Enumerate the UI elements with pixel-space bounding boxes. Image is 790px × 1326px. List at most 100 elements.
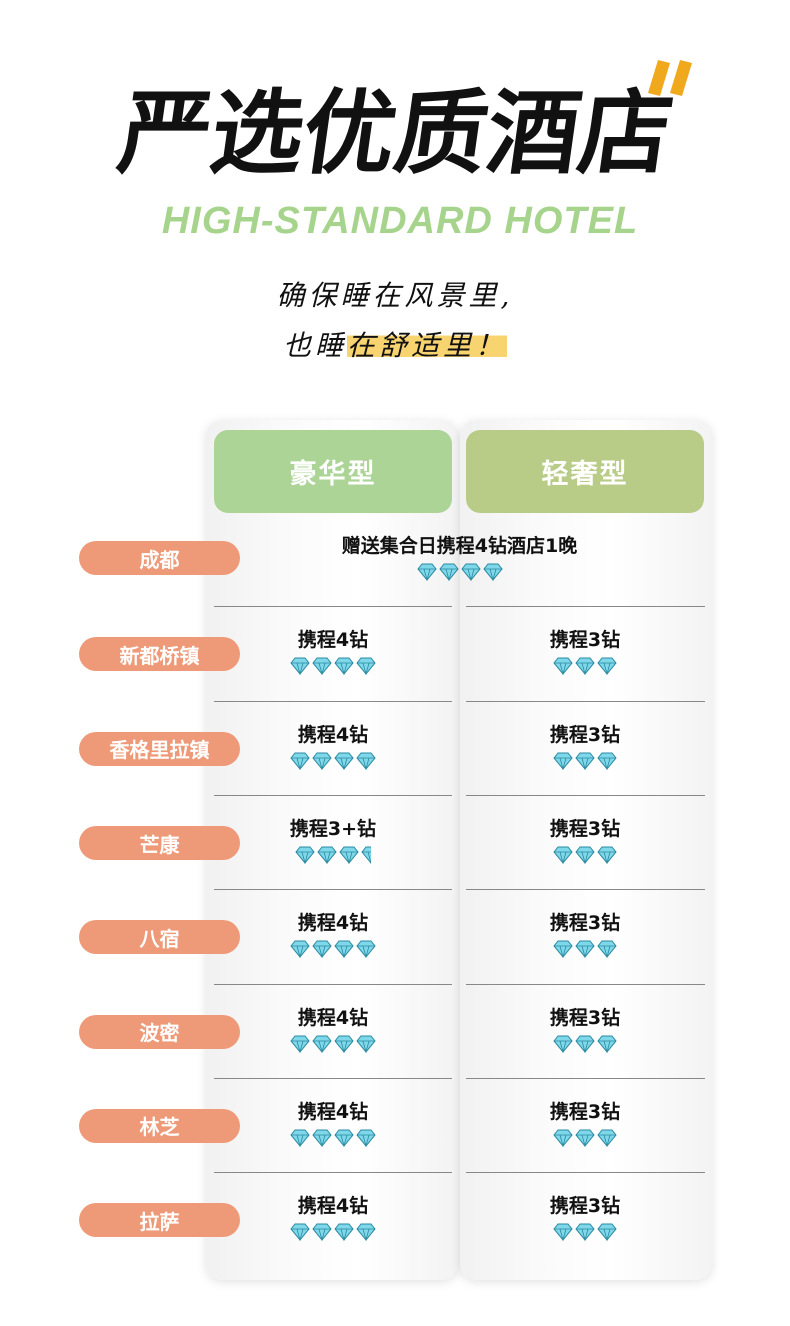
hotel-rating: 携程3钻	[549, 723, 621, 746]
row-divider	[214, 983, 452, 985]
city-label: 拉萨	[79, 1203, 240, 1238]
hotel-rating: 携程4钻	[297, 629, 369, 652]
hotel-cell: 携程3钻	[466, 910, 704, 959]
diamond-rating	[214, 1129, 452, 1147]
hotel-cell: 携程4钻	[214, 1099, 452, 1147]
hotel-cell: 携程3钻	[466, 816, 704, 864]
quote-mark-icon	[648, 60, 692, 96]
diamond-icon	[334, 1035, 354, 1053]
row-divider	[214, 794, 452, 796]
diamond-rating	[214, 563, 705, 581]
diamond-icon	[334, 1129, 354, 1147]
hotel-rating: 携程3钻	[549, 629, 621, 652]
row-divider	[466, 794, 705, 796]
diamond-icon	[334, 940, 354, 959]
diamond-rating	[466, 657, 704, 676]
hotel-cell: 携程4钻	[214, 1005, 452, 1053]
hotel-cell: 携程3钻	[466, 1193, 704, 1242]
diamond-icon	[597, 657, 617, 676]
diamond-icon	[553, 940, 573, 959]
hotel-rating: 携程4钻	[297, 1006, 369, 1029]
hotel-rating: 携程3钻	[549, 1006, 621, 1029]
city-label: 林芝	[79, 1108, 240, 1143]
diamond-rating	[214, 940, 452, 959]
city-label: 新都桥镇	[79, 637, 240, 672]
diamond-icon	[290, 1223, 310, 1242]
hotel-rating: 携程4钻	[297, 723, 369, 746]
row-divider	[466, 1077, 705, 1079]
light-luxury-header: 轻奢型	[466, 430, 704, 513]
diamond-rating	[214, 657, 452, 676]
row-divider	[466, 606, 705, 608]
diamond-icon	[334, 752, 354, 770]
diamond-icon	[290, 940, 310, 959]
hotel-rating: 赠送集合日携程4钻酒店1晚	[341, 535, 578, 557]
diamond-rating	[214, 846, 452, 864]
diamond-icon	[553, 1129, 573, 1147]
diamond-icon	[553, 846, 573, 864]
hotel-cell: 携程3钻	[466, 1099, 704, 1147]
slogan-text: 也睡	[282, 329, 347, 362]
diamond-icon	[334, 1223, 354, 1242]
diamond-rating	[466, 752, 704, 770]
diamond-icon	[312, 657, 332, 676]
diamond-rating	[214, 752, 452, 770]
diamond-icon	[438, 563, 459, 581]
diamond-icon	[553, 1035, 573, 1053]
diamond-icon	[312, 1129, 332, 1147]
hotel-cell: 携程4钻	[214, 1193, 452, 1242]
row-divider	[214, 1077, 452, 1079]
page-title: 严选优质酒店	[112, 80, 680, 187]
row-divider	[466, 983, 705, 985]
hotel-cell: 携程4钻	[214, 910, 452, 959]
english-subtitle: HIGH-STANDARD HOTEL	[161, 200, 639, 242]
diamond-icon	[553, 657, 573, 676]
hotel-cell: 携程4钻	[214, 627, 452, 676]
diamond-icon	[290, 657, 310, 676]
diamond-icon	[312, 940, 332, 959]
diamond-icon	[460, 563, 481, 581]
diamond-icon	[317, 846, 337, 864]
diamond-icon	[575, 1223, 595, 1242]
diamond-icon	[312, 752, 332, 770]
row-divider	[214, 889, 452, 891]
diamond-icon	[575, 1035, 595, 1053]
row-divider	[214, 1172, 452, 1174]
diamond-icon	[575, 846, 595, 864]
diamond-rating	[466, 846, 704, 864]
diamond-icon	[597, 940, 617, 959]
diamond-icon	[290, 752, 310, 770]
hotel-rating: 携程4钻	[297, 1100, 369, 1123]
row-divider	[214, 700, 452, 702]
diamond-icon	[597, 1035, 617, 1053]
row-divider	[214, 606, 452, 608]
hotel-rating: 携程3钻	[549, 1195, 621, 1218]
hotel-cell: 携程3钻	[466, 627, 704, 676]
diamond-icon	[575, 657, 595, 676]
city-label: 芒康	[79, 826, 240, 861]
diamond-icon	[553, 752, 573, 770]
diamond-icon	[339, 846, 359, 864]
diamond-rating	[466, 1129, 704, 1147]
row-divider	[466, 700, 705, 702]
diamond-icon	[356, 1035, 376, 1053]
row-divider	[466, 1172, 705, 1174]
hotel-rating: 携程3钻	[549, 817, 621, 840]
diamond-icon	[597, 846, 617, 864]
hotel-cell: 携程3钻	[466, 1005, 704, 1053]
diamond-rating	[466, 1035, 704, 1053]
hotel-cell: 携程4钻	[214, 722, 452, 770]
hotel-rating: 携程3钻	[549, 912, 621, 935]
diamond-icon	[597, 1129, 617, 1147]
diamond-icon	[312, 1035, 332, 1053]
diamond-icon	[482, 563, 503, 581]
diamond-icon	[575, 752, 595, 770]
slogan-line-1: 确保睡在风景里,	[276, 279, 514, 312]
slogan-highlight: 在舒适里！	[347, 329, 508, 362]
diamond-icon	[356, 1129, 376, 1147]
city-label: 八宿	[79, 920, 240, 955]
row-divider	[466, 889, 705, 891]
diamond-icon	[356, 657, 376, 676]
diamond-icon	[356, 752, 376, 770]
diamond-icon	[361, 846, 371, 864]
